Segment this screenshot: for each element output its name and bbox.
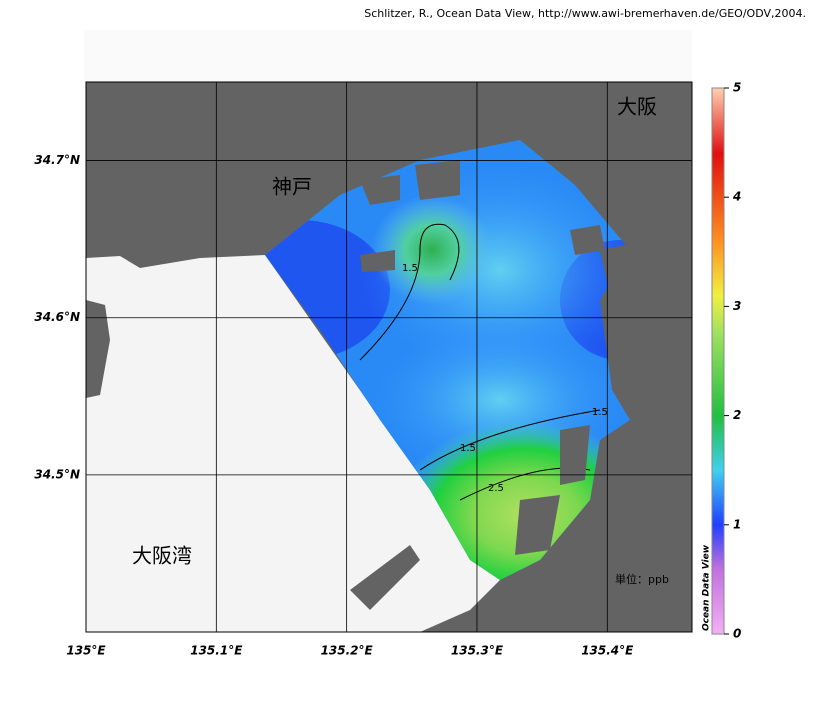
unit-label: 単位：ppb — [615, 572, 669, 586]
place-label: 神戸 — [272, 175, 312, 199]
y-tick-label: 34.5°N — [34, 467, 80, 481]
place-label: 大阪 — [617, 95, 657, 119]
contour-label: 1.5 — [402, 263, 418, 274]
map-area: 大阪 神戸 大阪湾 単位：ppb 1.5 1.5 1.5 2.5 — [86, 82, 692, 632]
contour-label: 2.5 — [488, 483, 504, 494]
sea-no-data — [86, 255, 500, 632]
colorbar-label: Ocean Data View — [702, 544, 712, 631]
x-tick-label: 135.1°E — [190, 644, 243, 658]
y-tick-label: 34.6°N — [34, 310, 80, 324]
header-band — [84, 30, 692, 82]
x-tick-label: 135°E — [66, 644, 106, 658]
colorbar — [711, 87, 725, 635]
credit: Schlitzer, R., Ocean Data View, http://w… — [364, 7, 806, 20]
contour-label: 1.5 — [460, 443, 476, 454]
colorbar-tick-label: 5 — [733, 81, 741, 95]
colorbar-tick-label: 4 — [732, 190, 741, 204]
colorbar-tick-label: 1 — [733, 517, 741, 531]
colorbar-tick-label: 0 — [733, 627, 741, 641]
land — [86, 300, 110, 398]
map-frame — [85, 81, 693, 633]
x-tick-label: 135.4°E — [581, 644, 634, 658]
y-tick-label: 34.7°N — [34, 153, 80, 167]
colorbar-tick-label: 2 — [733, 408, 741, 422]
x-tick-label: 135.3°E — [451, 644, 504, 658]
land — [540, 82, 692, 240]
colorbar-tick-label: 3 — [733, 299, 741, 313]
x-tick-label: 135.2°E — [321, 644, 374, 658]
place-label: 大阪湾 — [132, 544, 192, 568]
contour-label: 1.5 — [592, 407, 608, 418]
